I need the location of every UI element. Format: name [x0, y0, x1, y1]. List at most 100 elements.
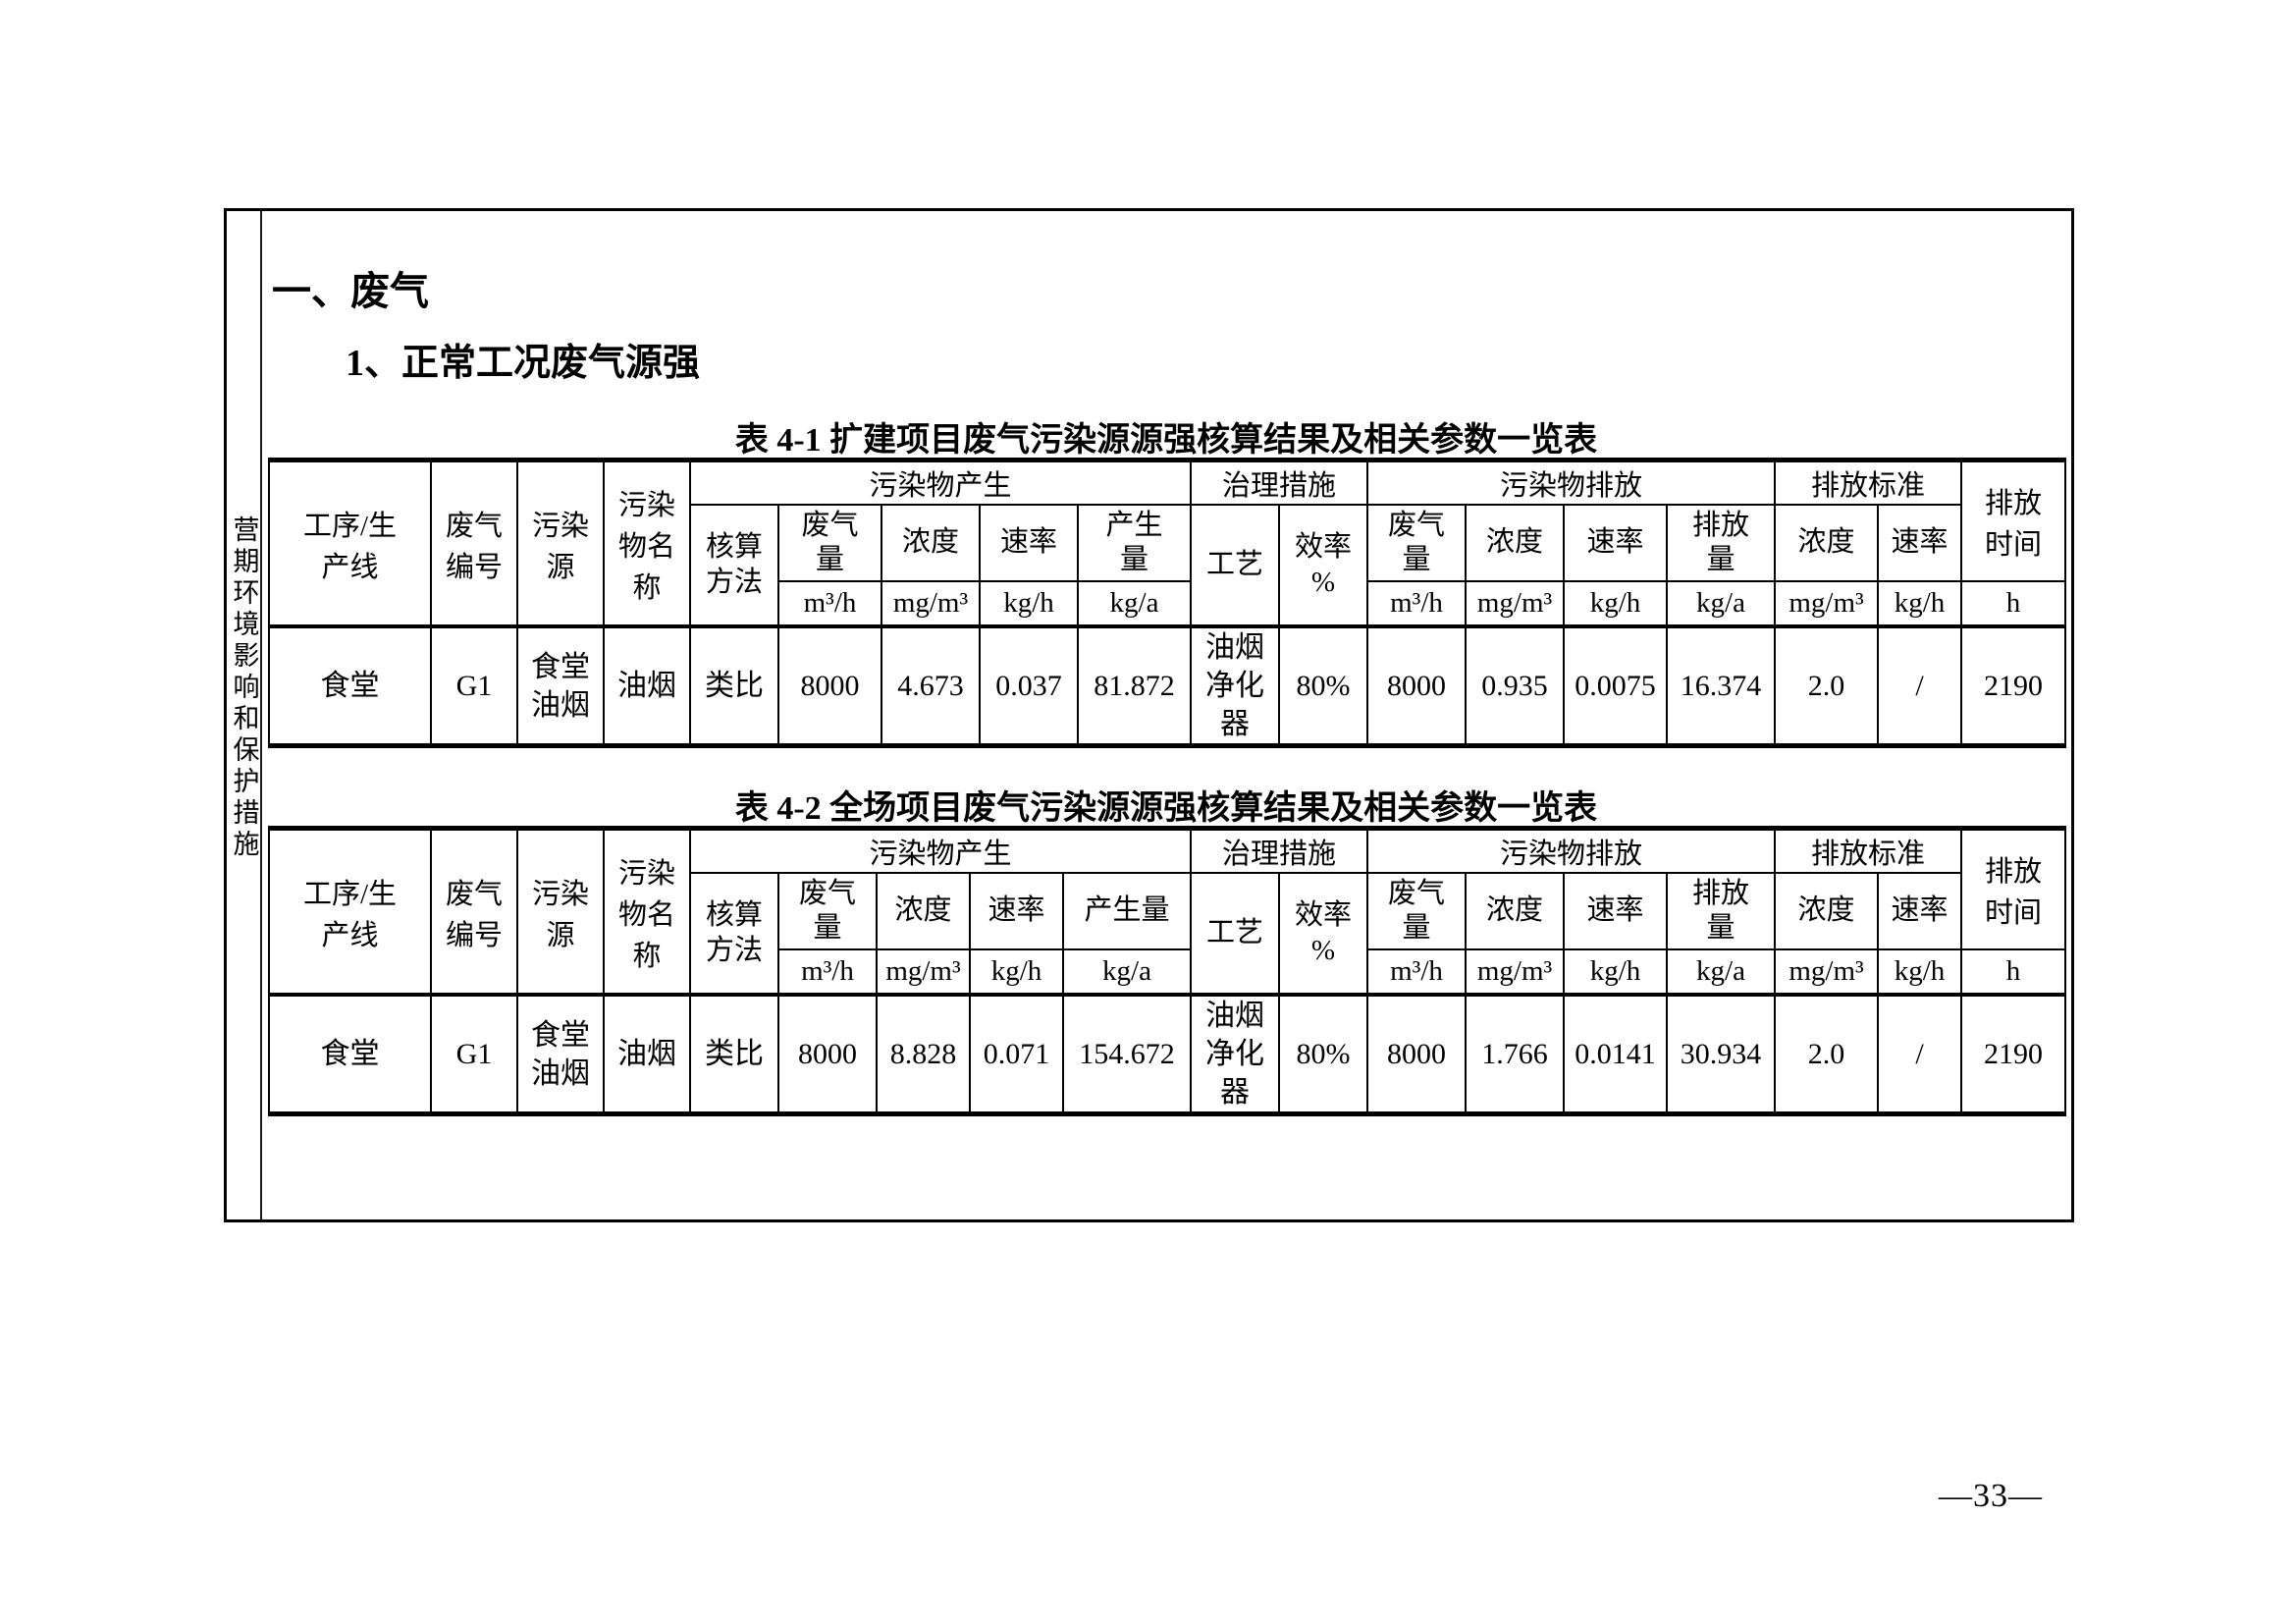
- header-gen-concentration: 浓度: [876, 872, 971, 950]
- group-treatment: 治理措施: [1189, 459, 1369, 506]
- cell-emi-rate: 0.0141: [1563, 993, 1669, 1115]
- cell-gen-volume: 8000: [777, 624, 882, 747]
- unit-cell: mg/m³: [1465, 580, 1566, 627]
- group-standard: 排放标准: [1774, 827, 1963, 874]
- table-row: 食堂 G1 食堂 油烟 油烟 类比 8000 8.828 0.071 154.6…: [268, 993, 2067, 1115]
- unit-cell: kg/h: [979, 580, 1079, 627]
- header-emission-time: 排放 时间: [1960, 459, 2067, 582]
- cell-efficiency: 80%: [1277, 624, 1369, 747]
- unit-cell: h: [1960, 948, 2067, 996]
- header-std-concentration: 浓度: [1774, 872, 1880, 950]
- unit-cell: kg/a: [1666, 580, 1777, 627]
- unit-cell: h: [1960, 580, 2067, 627]
- cell-gen-volume: 8000: [777, 993, 878, 1115]
- cell-gas-id: G1: [430, 624, 518, 747]
- cell-gen-concentration: 4.673: [881, 624, 981, 747]
- header-gen-volume: 废气 量: [777, 504, 882, 582]
- table-4-1-title: 表 4-1 扩建项目废气污染源源强核算结果及相关参数一览表: [734, 422, 1598, 459]
- header-process: 工序/生 产线: [268, 459, 432, 627]
- header-emi-concentration: 浓度: [1465, 872, 1566, 950]
- cell-gen-rate: 0.037: [979, 624, 1079, 747]
- table-4-1: 工序/生 产线 废气 编号 污染 源 污染 物名 称 污染物产生 治理措施 污染…: [268, 458, 2067, 748]
- cell-std-concentration: 2.0: [1774, 993, 1880, 1115]
- group-standard: 排放标准: [1774, 459, 1963, 506]
- header-source: 污染 源: [516, 459, 605, 627]
- unit-cell: m³/h: [777, 580, 882, 627]
- header-emission-time: 排放 时间: [1960, 827, 2067, 950]
- group-emission: 污染物排放: [1366, 459, 1777, 506]
- header-pollutant-name: 污染 物名 称: [603, 459, 691, 627]
- cell-process: 食堂: [268, 993, 432, 1115]
- table-row: m³/h mg/m³ kg/h kg/a m³/h mg/m³ kg/h kg/…: [269, 948, 2067, 996]
- unit-cell: kg/a: [1666, 948, 1777, 996]
- header-gas-id: 废气 编号: [430, 827, 518, 996]
- header-efficiency: 效率 %: [1277, 504, 1369, 627]
- header-method: 核算 方法: [689, 504, 779, 627]
- header-source: 污染 源: [516, 827, 605, 996]
- unit-cell: mg/m³: [1465, 948, 1566, 996]
- table-row: 核算 方法 废气 量 浓度 速率 产生量 工艺 效率 % 废气 量 浓度 速率 …: [269, 872, 2065, 996]
- cell-emi-rate: 0.0075: [1563, 624, 1669, 747]
- unit-cell: kg/h: [1563, 948, 1669, 996]
- table-row: 工序/生 产线 废气 编号 污染 源 污染 物名 称 污染物产生 治理措施 污染…: [268, 459, 2067, 627]
- cell-emission-time: 2190: [1960, 624, 2067, 747]
- cell-std-concentration: 2.0: [1774, 624, 1880, 747]
- header-emi-rate: 速率: [1563, 872, 1669, 950]
- unit-cell: mg/m³: [876, 948, 971, 996]
- cell-std-rate: /: [1877, 993, 1963, 1115]
- cell-emi-amount: 30.934: [1666, 993, 1777, 1115]
- cell-method: 类比: [689, 624, 779, 747]
- sidebar-label: 营期环境影响和保护措施: [229, 514, 259, 861]
- table-row: 工序/生 产线 废气 编号 污染 源 污染 物名 称 污染物产生 治理措施 污染…: [268, 827, 2067, 996]
- header-gas-id: 废气 编号: [430, 459, 518, 627]
- cell-emi-concentration: 0.935: [1465, 624, 1566, 747]
- header-emi-concentration: 浓度: [1465, 504, 1566, 582]
- unit-cell: kg/a: [1062, 948, 1192, 996]
- group-production: 污染物产生: [689, 827, 1192, 874]
- header-gen-concentration: 浓度: [881, 504, 981, 582]
- header-std-concentration: 浓度: [1774, 504, 1880, 582]
- header-method: 核算 方法: [689, 872, 779, 996]
- unit-cell: mg/m³: [1774, 580, 1880, 627]
- header-gen-volume: 废气 量: [777, 872, 878, 950]
- cell-std-rate: /: [1877, 624, 1963, 747]
- header-std-rate: 速率: [1877, 504, 1963, 582]
- sidebar: 营期环境影响和保护措施: [227, 211, 262, 1219]
- group-emission: 污染物排放: [1366, 827, 1777, 874]
- cell-emi-volume: 8000: [1366, 624, 1468, 747]
- content-frame: 营期环境影响和保护措施: [224, 208, 2074, 1222]
- cell-emi-concentration: 1.766: [1465, 993, 1566, 1115]
- header-emi-volume: 废气 量: [1366, 872, 1468, 950]
- unit-cell: kg/h: [1877, 948, 1963, 996]
- table-row: 核算 方法 废气 量 浓度 速率 产生 量 工艺 效率 % 废气 量 浓度 速率…: [269, 504, 2065, 627]
- unit-cell: kg/h: [969, 948, 1064, 996]
- header-process: 工序/生 产线: [268, 827, 432, 996]
- header-gen-amount: 产生 量: [1077, 504, 1192, 582]
- header-efficiency: 效率 %: [1277, 872, 1369, 996]
- unit-cell: m³/h: [1366, 580, 1468, 627]
- header-emi-amount: 排放 量: [1666, 872, 1777, 950]
- header-craft: 工艺: [1190, 872, 1280, 996]
- cell-emi-volume: 8000: [1366, 993, 1468, 1115]
- cell-source: 食堂 油烟: [516, 993, 605, 1115]
- header-gen-amount: 产生量: [1062, 872, 1192, 950]
- unit-cell: kg/a: [1077, 580, 1192, 627]
- unit-cell: kg/h: [1563, 580, 1669, 627]
- cell-gen-rate: 0.071: [969, 993, 1064, 1115]
- cell-emi-amount: 16.374: [1666, 624, 1777, 747]
- header-emi-amount: 排放 量: [1666, 504, 1777, 582]
- cell-efficiency: 80%: [1277, 993, 1369, 1115]
- table-row: 食堂 G1 食堂 油烟 油烟 类比 8000 4.673 0.037 81.87…: [268, 624, 2067, 747]
- cell-gas-id: G1: [430, 993, 518, 1115]
- header-emi-rate: 速率: [1563, 504, 1669, 582]
- section-heading: 一、废气: [272, 269, 429, 313]
- cell-craft: 油烟 净化 器: [1190, 993, 1280, 1115]
- header-std-rate: 速率: [1877, 872, 1963, 950]
- table-4-2-title: 表 4-2 全场项目废气污染源源强核算结果及相关参数一览表: [734, 790, 1598, 827]
- header-pollutant-name: 污染 物名 称: [603, 827, 691, 996]
- unit-cell: mg/m³: [881, 580, 981, 627]
- cell-emission-time: 2190: [1960, 993, 2067, 1115]
- cell-process: 食堂: [268, 624, 432, 747]
- group-treatment: 治理措施: [1189, 827, 1369, 874]
